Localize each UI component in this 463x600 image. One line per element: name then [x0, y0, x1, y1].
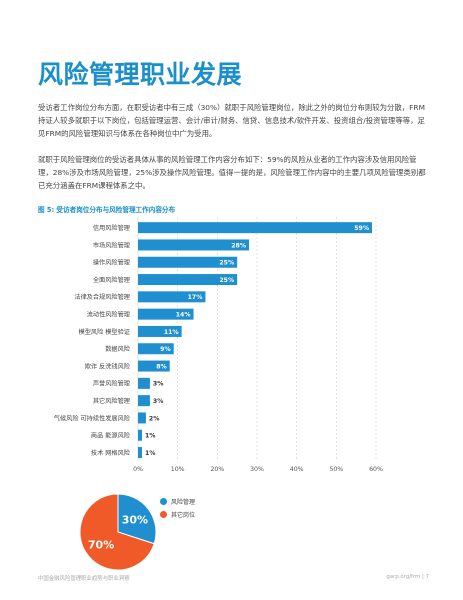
bar [138, 412, 146, 424]
value-label: 1% [145, 450, 156, 457]
bar-chart: 0% 10% 20% 30% 40% 50% 60% 信用风险管理 59% 市场风险管理 28% 操作… [54, 217, 383, 473]
category-label: 数据风险 [105, 345, 131, 353]
x-tick-label: 50% [329, 466, 343, 473]
footer-page: garp.org/frm | 7 [386, 574, 429, 580]
detail-paragraph: 就职于风险管理岗位的受访者具体从事的风险管理工作内容分布如下：59%的风险从业者… [38, 155, 426, 190]
legend-item-risk: 风险管理 [160, 497, 195, 506]
category-label: 模型风险 模型验证 [79, 328, 130, 336]
category-label: 全面风险管理 [93, 276, 130, 284]
legend-swatch-other [160, 511, 167, 518]
category-label: 技术 网格风险 [91, 449, 131, 457]
bar [138, 239, 250, 251]
value-label: 17% [188, 294, 203, 301]
bar [138, 256, 238, 268]
bar [138, 447, 142, 459]
pie-slice [117, 493, 157, 545]
bar [138, 429, 142, 441]
legend-label-other: 其它岗位 [171, 512, 196, 519]
category-label: 操作风险管理 [93, 259, 130, 267]
legend-swatch-risk [160, 498, 167, 505]
pie-slice-label: 30% [122, 514, 148, 527]
x-tick-label: 20% [210, 466, 224, 473]
value-label: 1% [145, 433, 156, 440]
category-label: 流动性风险管理 [87, 310, 130, 318]
x-tick-label: 30% [250, 466, 264, 473]
pie-chart: 30% 70% [79, 493, 157, 571]
value-label: 28% [231, 242, 246, 249]
bar [138, 377, 150, 389]
pie-slice [79, 493, 155, 571]
x-tick-label: 40% [290, 466, 304, 473]
value-label: 3% [153, 398, 164, 405]
value-label: 9% [160, 346, 171, 353]
value-label: 8% [156, 363, 167, 370]
bar [138, 360, 170, 372]
legend-item-other: 其它岗位 [160, 510, 195, 519]
category-label: 信用风险管理 [93, 224, 130, 232]
bar [138, 343, 174, 355]
bar [138, 274, 238, 286]
pie-slice-label: 70% [88, 538, 114, 551]
value-label: 2% [149, 415, 160, 422]
category-label: 气候风险 可持续性发展风险 [54, 414, 131, 422]
category-label: 欺诈 反洗钱风险 [85, 362, 131, 370]
value-label: 11% [164, 329, 179, 336]
intro-paragraph: 受访者工作岗位分布方面，在职受访者中有三成（30%）就职于风险管理岗位，除此之外… [38, 103, 425, 138]
value-label: 25% [219, 260, 234, 267]
bar [138, 395, 150, 407]
bar [138, 291, 206, 303]
category-label: 市场风险管理 [93, 241, 130, 249]
value-label: 3% [153, 381, 164, 388]
value-label: 59% [354, 225, 369, 232]
x-tick-label: 10% [171, 466, 185, 473]
category-label: 法律及合规风险管理 [74, 293, 130, 301]
value-label: 25% [219, 277, 234, 284]
category-label: 其它风险管理 [93, 397, 130, 405]
bar [138, 325, 182, 337]
legend-label-risk: 风险管理 [171, 499, 196, 506]
figure-title: 图 5: 受访者岗位分布与风险管理工作内容分布 [38, 206, 176, 214]
page-title: 风险管理职业发展 [38, 60, 243, 89]
bar [138, 222, 373, 234]
category-label: 商品 能源风险 [91, 432, 131, 440]
category-label: 声誉风险管理 [93, 380, 130, 388]
x-tick-label: 60% [369, 466, 383, 473]
x-tick-label: 0% [133, 466, 143, 473]
footer-publication: 中国金融风险管理职业趋势与职业洞察 [38, 576, 130, 582]
bar [138, 308, 194, 320]
value-label: 14% [176, 311, 191, 318]
